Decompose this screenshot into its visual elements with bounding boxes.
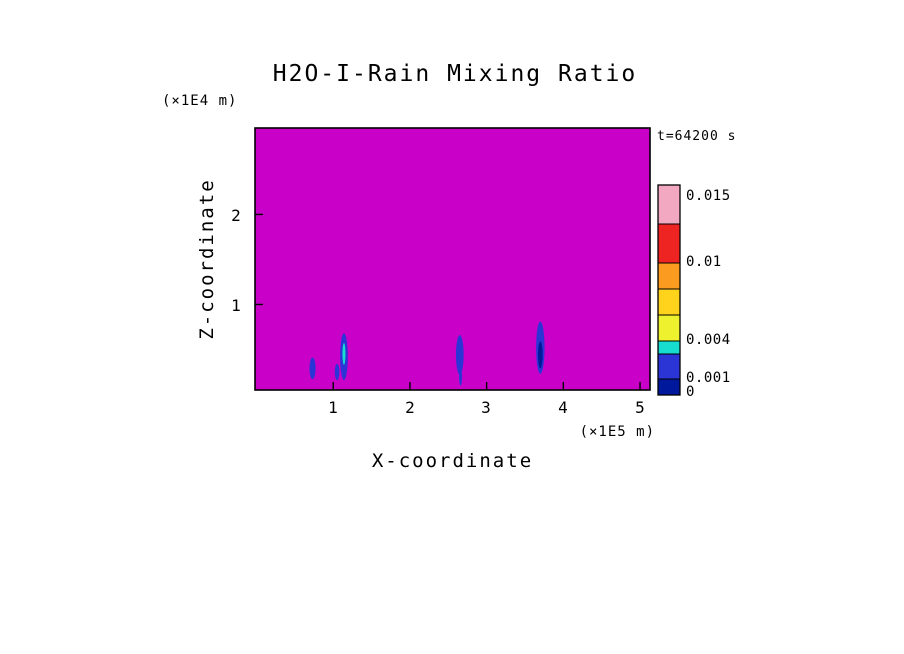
rain-feature: [334, 363, 340, 381]
chart-title: H2O-I-Rain Mixing Ratio: [272, 61, 638, 87]
colorbar-label: 0.01: [686, 254, 722, 270]
z-tick-label: 2: [231, 206, 241, 225]
colorbar-label: 0.015: [686, 188, 731, 204]
x-tick-label: 3: [481, 398, 491, 417]
colorbar-frame: [657, 184, 681, 396]
x-tick-label: 1: [328, 398, 338, 417]
z-axis-label: Z-coordinate: [196, 178, 218, 340]
colorbar-segment: [657, 184, 681, 225]
z-axis-unit: (×1E4 m): [162, 93, 238, 109]
x-axis-unit: (×1E5 m): [579, 424, 655, 440]
rain-feature: [342, 343, 346, 365]
colorbar-segment: [657, 314, 681, 342]
z-tick-label: 1: [231, 296, 241, 315]
x-tick-label: 5: [635, 398, 645, 417]
rain-feature: [455, 335, 464, 375]
colorbar-segment: [657, 340, 681, 355]
x-tick-label: 4: [558, 398, 568, 417]
x-axis-label: X-coordinate: [371, 450, 534, 472]
colorbar-label: 0.001: [686, 370, 731, 386]
rain-feature: [459, 367, 463, 386]
plot-field: [255, 128, 650, 390]
colorbar-segment: [657, 353, 681, 380]
time-annotation: t=64200 s: [657, 129, 737, 144]
rain-feature: [538, 341, 543, 369]
rain-feature: [309, 357, 316, 380]
colorbar-label: 0: [686, 384, 695, 400]
plot-frame: [254, 127, 651, 391]
colorbar-segment: [657, 223, 681, 264]
x-tick-label: 2: [405, 398, 415, 417]
colorbar-label: 0.004: [686, 332, 731, 348]
colorbar-segment: [657, 288, 681, 316]
colorbar-segment: [657, 378, 681, 396]
colorbar-segment: [657, 262, 681, 290]
